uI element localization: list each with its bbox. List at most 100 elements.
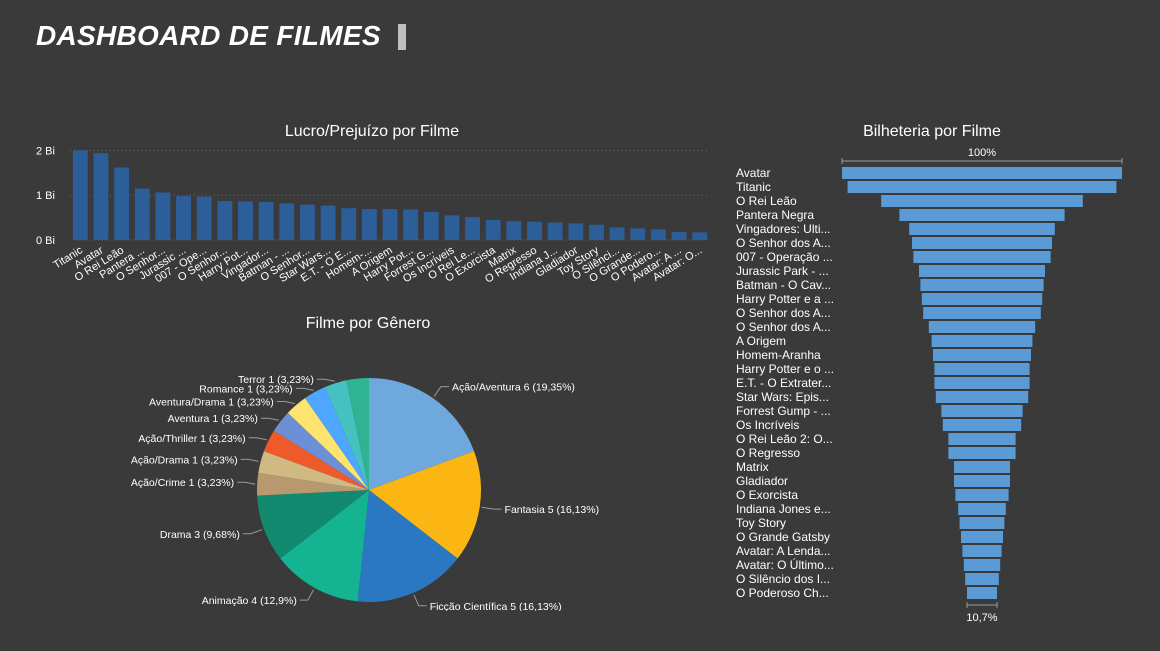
title-accent-bar [398,24,406,50]
pie-label: Aventura/Drama 1 (3,23%) [149,397,274,409]
funnel-label: O Exorcista [736,488,798,502]
bar [155,192,171,240]
funnel-label: O Regresso [736,446,800,460]
funnel-label: O Senhor dos A... [736,236,831,250]
pie-label: Ação/Crime 1 (3,23%) [131,477,234,489]
pie-label: Fantasia 5 (16,13%) [505,504,600,516]
bar [444,215,460,240]
funnel-label: Gladiador [736,474,788,488]
pie-labels: Ação/Aventura 6 (19,35%) Fantasia 5 (16,1… [131,374,599,611]
funnel-chart-title: Bilheteria por Filme [863,123,1001,140]
pie-leader-line [413,594,427,607]
pie-leader-line [299,589,315,601]
funnel-label: Harry Potter e a ... [736,292,834,306]
funnel-bar [909,223,1055,235]
funnel-label: Pantera Negra [736,208,814,222]
funnel-bar [842,167,1122,179]
pie-chart-title: Filme por Gênero [306,315,431,332]
funnel-label: Matrix [736,460,769,474]
pie-leader-line [481,506,502,510]
funnel-label: O Senhor dos A... [736,320,831,334]
bar [568,223,584,240]
bar [299,204,315,240]
funnel-bar [959,517,1005,529]
pie-label: Terror 1 (3,23%) [238,374,314,386]
funnel-label: Avatar: A Lenda... [736,544,831,558]
bar [423,211,439,240]
funnel-bar [958,503,1006,515]
y-tick-label: 2 Bi [36,145,55,157]
pie-slice [287,398,369,490]
bar [506,221,522,240]
funnel-bar [919,265,1045,277]
profit-bar-chart: Lucro/Prejuízo por Filme 0 Bi 1 Bi 2 Bi Ti… [36,123,710,286]
funnel-label: O Senhor dos A... [736,306,831,320]
funnel-bar [923,307,1041,319]
funnel-bar [928,321,1036,333]
bar [196,196,212,240]
funnel-label: Forrest Gump - ... [736,404,831,418]
bar-chart-y-ticks: 0 Bi 1 Bi 2 Bi [36,145,55,247]
funnel-bars [842,167,1122,599]
pie-leader-line [260,417,279,421]
funnel-bar [934,363,1030,375]
pie-slice [305,387,369,490]
bar [547,222,563,240]
pie-slice [369,378,475,490]
pie-slice [346,378,369,490]
pie-slice [258,451,369,490]
funnel-label: O Poderoso Ch... [736,586,829,600]
funnel-bar [913,251,1051,263]
bar [258,201,274,240]
funnel-bar [965,573,999,585]
funnel-bar [948,433,1016,445]
funnel-label: O Rei Leão 2: O... [736,432,833,446]
pie-label: Ação/Thriller 1 (3,23%) [138,433,245,445]
funnel-bar [954,475,1010,487]
funnel-label: Harry Potter e o ... [736,362,834,376]
funnel-bar [935,391,1029,403]
funnel-label: Star Wars: Epis... [736,390,829,404]
funnel-label: Os Incríveis [736,418,799,432]
funnel-label: Indiana Jones e... [736,502,831,516]
funnel-bottom-label: 10,7% [966,612,997,624]
pie-slice [369,451,481,559]
pie-slice [357,490,458,602]
bar [114,167,130,240]
pie-leader-line [295,387,314,391]
box-office-funnel-chart: Bilheteria por Filme 100% AvatarTitanicO… [736,123,1123,624]
funnel-bar [967,587,997,599]
funnel-bar [948,447,1016,459]
funnel-bar [941,405,1023,417]
funnel-label: O Silêncio dos I... [736,572,830,586]
funnel-label: O Rei Leão [736,194,797,208]
funnel-bar [921,293,1043,305]
pie-leader-line [237,481,256,485]
bar [341,208,357,240]
funnel-bottom-indicator: 10,7% [966,602,998,624]
bar [72,150,88,240]
pie-label: Animação 4 (12,9%) [202,595,297,607]
pie-label: Romance 1 (3,23%) [199,383,292,395]
bar [527,221,542,240]
funnel-bar [942,419,1022,431]
dashboard-title: DASHBOARD DE FILMES [36,20,381,51]
bar [93,153,109,240]
bar [465,217,481,240]
pie-slice [263,430,369,490]
pie-leader-line [433,386,449,397]
pie-leader-line [242,529,263,535]
y-tick-label: 1 Bi [36,190,55,202]
funnel-bar [912,237,1052,249]
funnel-label: Homem-Aranha [736,348,821,362]
pie-slices [257,378,481,602]
funnel-label: E.T. - O Extrater... [736,376,831,390]
funnel-bar [963,559,1001,571]
pie-leader-line [316,378,335,382]
bar-chart-bars [72,150,708,240]
pie-label: Ficção Científica 5 (16,13%) [430,601,562,611]
pie-leader-line [240,458,259,462]
bar [671,231,687,240]
